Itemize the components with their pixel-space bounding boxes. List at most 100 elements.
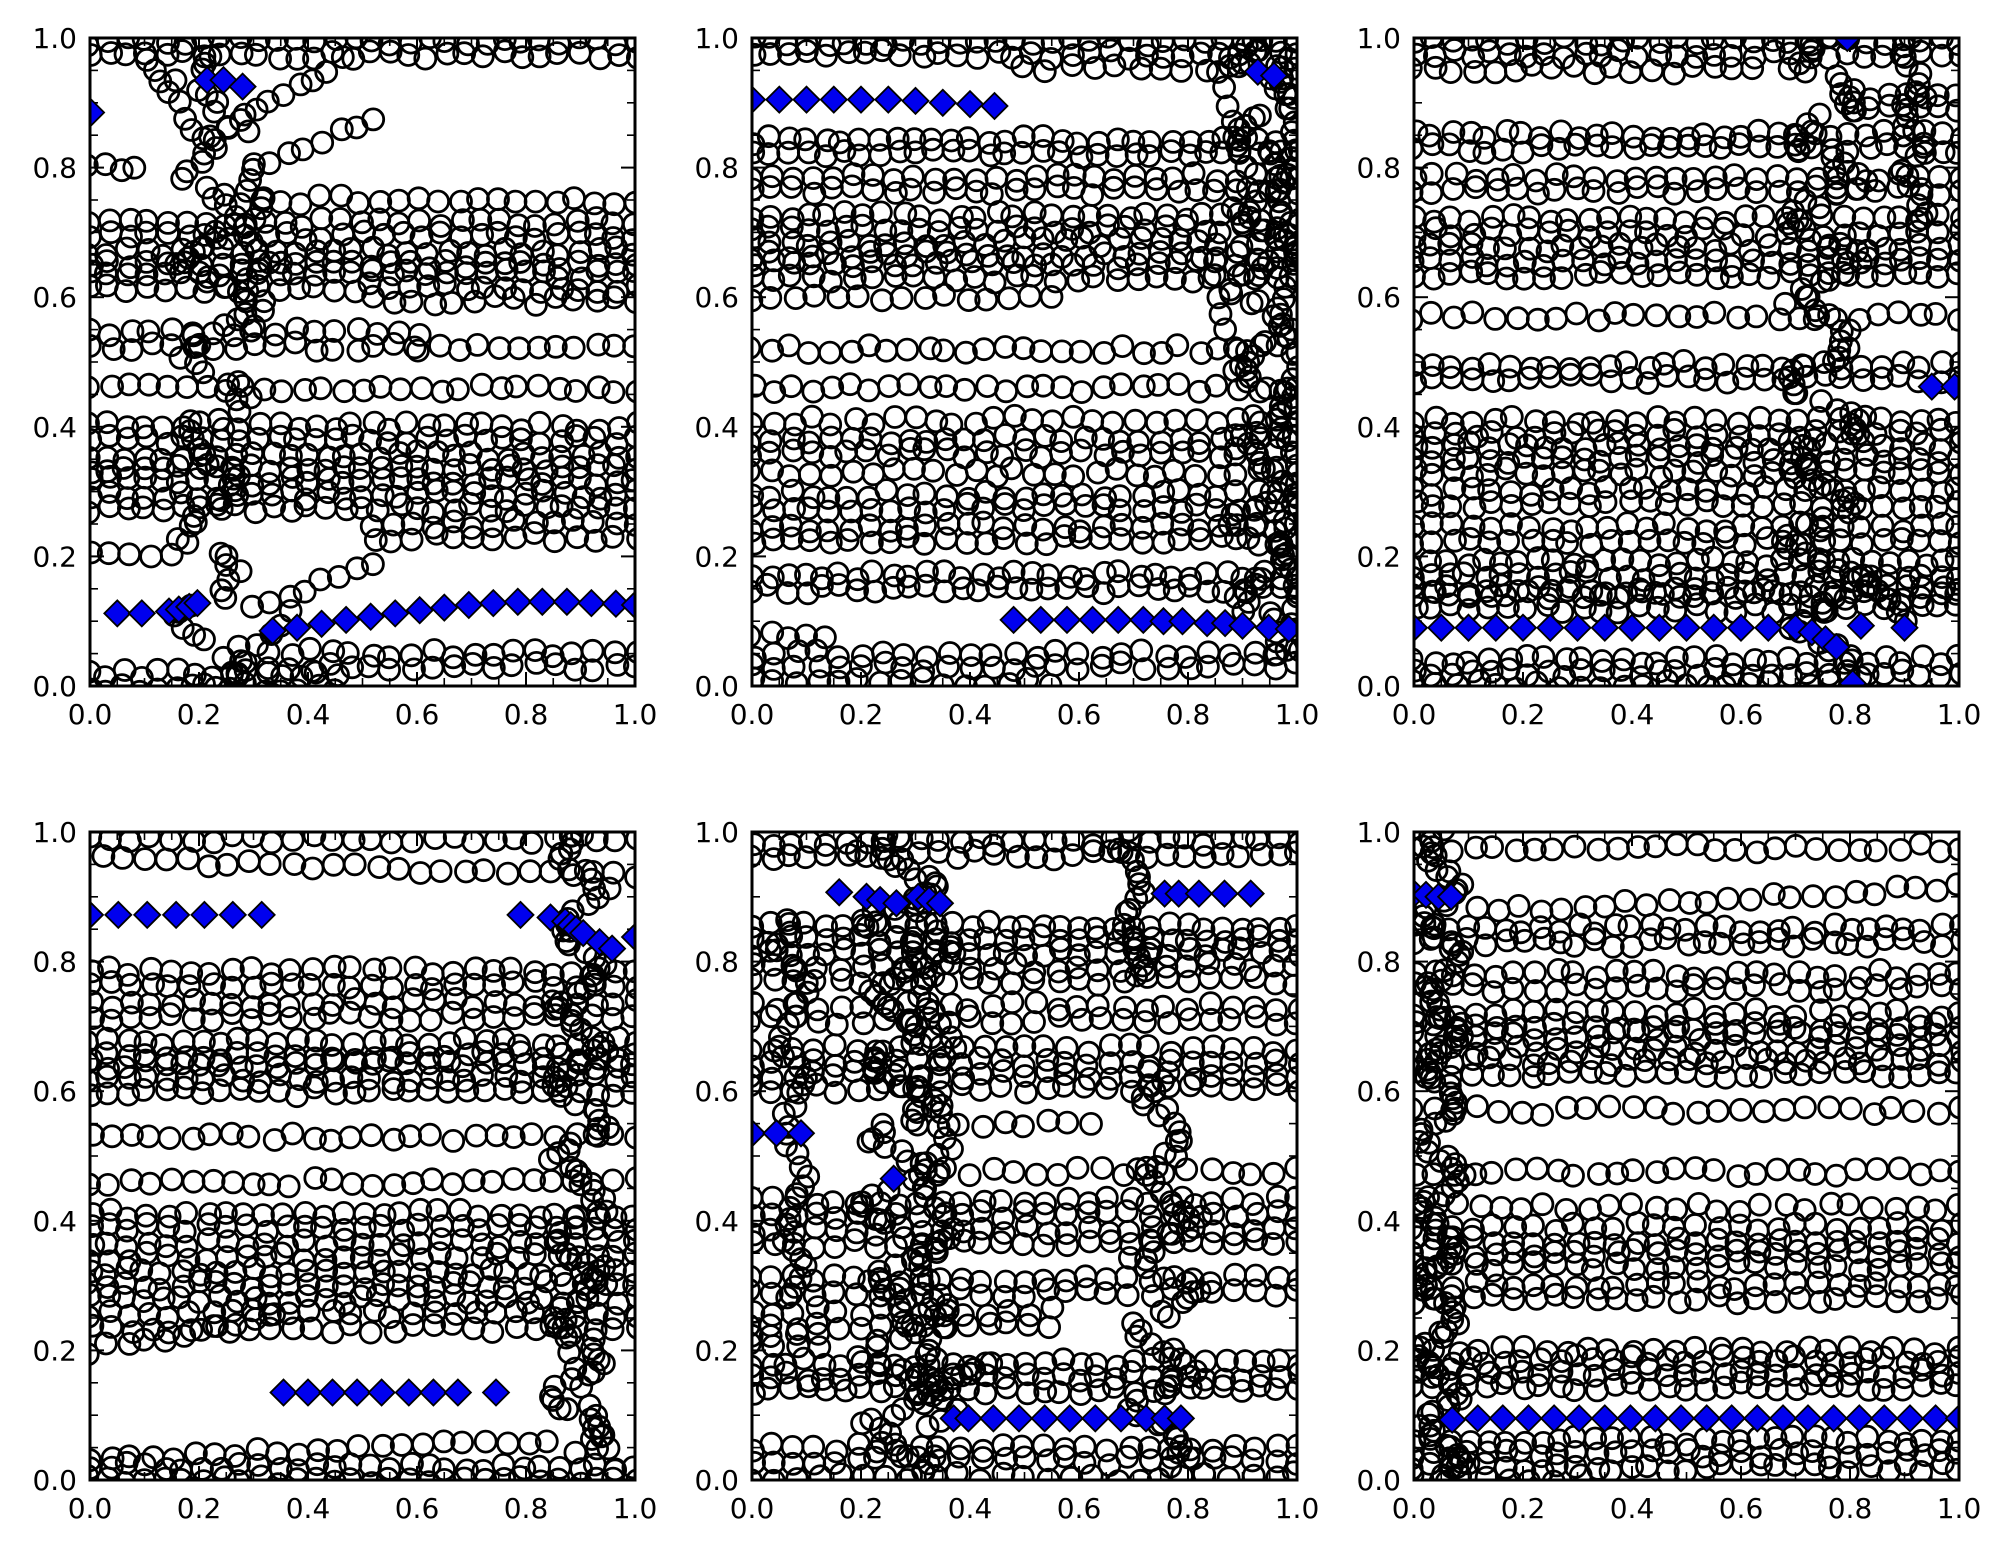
circle-marker xyxy=(1249,38,1274,52)
circle-marker xyxy=(923,167,948,192)
circle-marker xyxy=(1081,264,1105,289)
circle-marker xyxy=(991,1433,1015,1457)
circle-marker xyxy=(928,1012,952,1037)
circle-marker xyxy=(1625,38,1650,50)
circle-marker xyxy=(1037,1315,1061,1340)
circle-marker xyxy=(1174,1270,1199,1295)
circle-marker xyxy=(591,1030,616,1055)
circle-marker xyxy=(1067,928,1091,952)
circle-marker xyxy=(889,219,914,244)
circle-marker xyxy=(1943,592,1959,617)
circle-marker xyxy=(602,285,626,310)
circle-marker xyxy=(883,1432,908,1457)
circle-marker xyxy=(368,1232,393,1257)
circle-marker xyxy=(891,38,916,52)
diamond-marker xyxy=(752,1119,767,1148)
circle-marker xyxy=(760,458,784,483)
circle-marker xyxy=(491,1453,516,1477)
circle-marker xyxy=(280,1121,305,1146)
circle-marker xyxy=(386,856,411,881)
circle-marker xyxy=(365,498,390,523)
circle-marker xyxy=(752,844,763,869)
circle-marker xyxy=(1166,478,1191,502)
circle-marker xyxy=(1811,506,1835,531)
circle-marker xyxy=(430,379,455,404)
circle-marker xyxy=(522,521,547,545)
circle-marker xyxy=(207,263,232,288)
circle-marker xyxy=(752,832,766,857)
circle-marker xyxy=(248,411,273,436)
circle-marker xyxy=(90,375,100,400)
circle-marker xyxy=(120,319,145,344)
circle-marker xyxy=(1072,567,1097,591)
circle-marker xyxy=(1124,1324,1149,1349)
circle-marker xyxy=(1519,356,1544,381)
circle-marker xyxy=(1015,374,1040,399)
circle-marker xyxy=(626,410,635,434)
circle-marker xyxy=(1075,1277,1100,1302)
circle-marker xyxy=(201,1168,226,1193)
circle-marker xyxy=(794,38,819,56)
circle-marker xyxy=(115,963,140,987)
circle-marker xyxy=(878,518,903,543)
circle-marker xyxy=(877,374,901,399)
circle-marker xyxy=(1493,236,1517,261)
circle-marker xyxy=(300,68,325,93)
circle-marker xyxy=(782,496,806,521)
circle-marker xyxy=(600,1317,625,1342)
circle-marker xyxy=(1495,118,1520,143)
circle-marker xyxy=(100,1446,125,1471)
circle-marker xyxy=(1582,61,1607,86)
circle-marker xyxy=(801,379,826,404)
circle-marker xyxy=(561,335,586,360)
x-tick-label: 0.4 xyxy=(948,1492,993,1525)
circle-marker xyxy=(1096,213,1120,238)
circle-marker xyxy=(847,1362,872,1387)
circle-marker xyxy=(896,372,921,397)
circle-marker xyxy=(203,675,228,686)
circle-marker xyxy=(624,290,635,314)
circle-marker xyxy=(962,205,987,230)
circle-marker xyxy=(558,1131,583,1156)
circle-marker xyxy=(1201,1034,1226,1059)
circle-marker xyxy=(1090,645,1115,670)
circle-marker xyxy=(1802,307,1827,332)
circle-marker xyxy=(867,937,892,962)
circle-marker xyxy=(1740,437,1764,462)
y-tick-label: 0.4 xyxy=(1356,1205,1401,1238)
circle-marker xyxy=(262,494,287,519)
circle-marker xyxy=(461,832,486,854)
circle-marker xyxy=(1810,597,1835,622)
circle-marker xyxy=(362,410,387,435)
circle-marker xyxy=(782,426,806,451)
circle-marker xyxy=(1420,435,1445,460)
circle-marker xyxy=(524,651,549,675)
circle-marker xyxy=(1474,579,1499,603)
circle-marker xyxy=(380,976,404,1001)
circle-marker xyxy=(796,341,821,365)
circle-marker xyxy=(1731,513,1756,538)
circle-marker xyxy=(285,316,310,341)
circle-marker xyxy=(1031,138,1056,163)
circle-marker xyxy=(964,38,989,54)
circle-marker xyxy=(356,1078,381,1103)
circle-marker xyxy=(1161,928,1185,953)
circle-marker xyxy=(511,441,536,466)
circle-marker xyxy=(523,189,548,214)
circle-marker xyxy=(859,249,884,274)
circle-marker xyxy=(1419,483,1444,507)
circle-marker xyxy=(910,666,935,686)
circle-marker xyxy=(625,38,635,54)
circle-marker xyxy=(309,206,334,231)
circle-marker xyxy=(481,656,506,680)
circle-marker xyxy=(1947,365,1959,390)
circle-marker xyxy=(1024,1162,1049,1187)
circle-marker xyxy=(532,259,556,284)
circle-marker xyxy=(1277,223,1297,247)
circle-marker xyxy=(1189,341,1214,366)
circle-marker xyxy=(246,426,271,451)
circle-marker xyxy=(1072,1450,1097,1475)
circle-marker xyxy=(1193,38,1218,54)
circle-marker xyxy=(330,45,355,69)
circle-marker xyxy=(798,519,822,544)
